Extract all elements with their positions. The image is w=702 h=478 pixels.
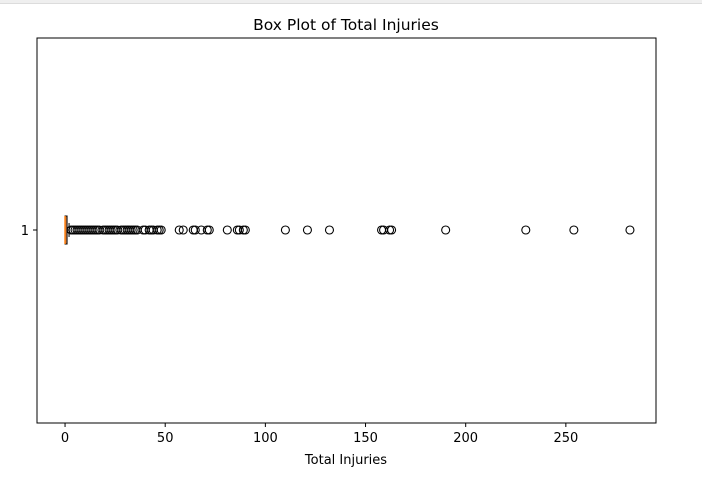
outlier-point [190, 225, 200, 235]
outlier-point [204, 225, 214, 235]
window-top-strip [0, 0, 702, 4]
x-tick-label: 0 [61, 431, 69, 446]
x-tick-label: 50 [157, 431, 174, 446]
plot-frame [36, 37, 657, 424]
outlier-point [521, 225, 531, 235]
outlier-point [178, 225, 188, 235]
plot-area: 0 50 100 150 200 250 1 [21, 37, 657, 446]
outlier-point [202, 225, 212, 235]
x-axis-label: Total Injuries [304, 453, 387, 468]
outlier-point [222, 225, 232, 235]
outlier-point [154, 225, 164, 235]
x-tick-label: 150 [353, 431, 378, 446]
outlier-point [377, 225, 387, 235]
outlier-point [385, 225, 395, 235]
x-tick-label: 200 [453, 431, 478, 446]
outlier-point [387, 225, 397, 235]
outlier-point [156, 225, 166, 235]
x-tick-label: 250 [553, 431, 578, 446]
chart-title: Box Plot of Total Injuries [253, 16, 439, 34]
outlier-point [324, 225, 335, 235]
outlier-point [625, 225, 635, 235]
outlier-point [441, 225, 451, 235]
y-tick-label: 1 [21, 224, 29, 239]
x-tick-label: 100 [253, 431, 278, 446]
outlier-point [240, 225, 250, 235]
outlier-point [174, 225, 184, 235]
outlier-point [280, 225, 290, 235]
outlier-point [569, 225, 579, 235]
outlier-point [302, 225, 312, 235]
outlier-point [188, 225, 198, 235]
outlier-point [234, 225, 244, 235]
